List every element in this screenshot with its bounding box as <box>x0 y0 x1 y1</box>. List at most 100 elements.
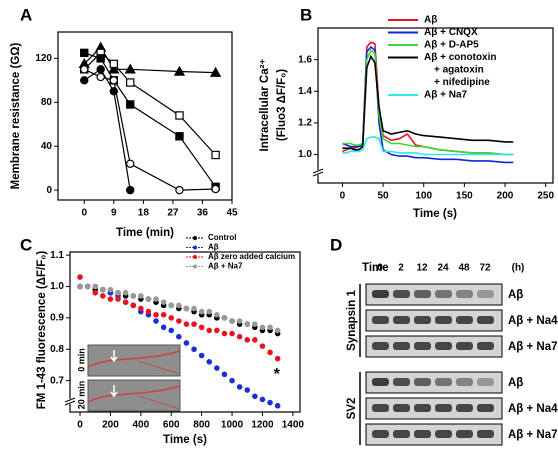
blot-band <box>456 378 473 386</box>
blot-band <box>435 378 452 386</box>
marker <box>160 311 167 318</box>
marker <box>96 65 105 74</box>
blot-band <box>456 342 473 350</box>
legend-marker <box>193 264 197 269</box>
marker <box>259 396 266 403</box>
time-label: Time <box>362 262 389 274</box>
annotation: * <box>274 366 281 383</box>
marker <box>100 286 106 293</box>
series-line <box>342 54 514 151</box>
blot-band <box>456 290 473 298</box>
time-label: 0 <box>377 263 383 274</box>
marker <box>198 352 205 359</box>
marker <box>229 377 235 384</box>
time-label: 2 <box>398 263 404 274</box>
marker <box>244 321 251 327</box>
marker <box>109 76 119 85</box>
y-tick-label: 40 <box>41 141 53 152</box>
marker <box>145 296 152 302</box>
blot-band <box>372 378 389 386</box>
row-label: Aβ + Na4a <box>508 315 558 327</box>
blot-strip <box>365 371 503 394</box>
marker <box>153 311 159 318</box>
axis-break-gap <box>313 170 323 175</box>
marker <box>236 333 243 340</box>
marker <box>122 299 129 305</box>
marker <box>221 330 228 337</box>
legend-marker <box>193 245 197 250</box>
blot-band <box>393 378 410 386</box>
x-tick-label: 200 <box>497 191 514 202</box>
y-tick-label: 0 <box>46 185 52 196</box>
x-tick-label: 1400 <box>282 420 305 431</box>
marker <box>252 321 258 327</box>
y-tick-label: 1.6 <box>298 54 312 65</box>
x-axis-label: Time (s) <box>413 208 457 220</box>
marker <box>153 296 159 302</box>
y-tick-label: 0.8 <box>50 344 64 355</box>
row-label: Aβ <box>508 289 523 301</box>
marker <box>115 296 121 302</box>
marker <box>138 305 144 312</box>
blot-band <box>456 430 473 438</box>
marker <box>214 311 220 318</box>
group-label: SV2 <box>346 398 358 420</box>
marker <box>267 399 273 406</box>
inset-dendrite <box>87 350 181 368</box>
blot-band <box>372 342 389 350</box>
group-label: Synapsin 1 <box>346 290 358 351</box>
y-tick-label: 0.7 <box>50 375 64 386</box>
x-tick-label: 200 <box>102 420 119 431</box>
marker <box>175 185 184 195</box>
marker <box>96 54 105 63</box>
marker <box>80 76 89 85</box>
x-tick-label: 45 <box>226 208 238 219</box>
marker <box>130 293 137 299</box>
marker <box>173 65 186 76</box>
marker <box>274 355 281 362</box>
marker <box>109 87 119 96</box>
marker <box>206 308 213 315</box>
marker <box>77 274 83 280</box>
blot-band <box>435 290 452 298</box>
marker <box>198 324 205 331</box>
marker <box>259 343 266 349</box>
blot-strip <box>365 335 503 358</box>
x-tick-label: 150 <box>456 191 473 202</box>
inset-dendrite <box>87 385 181 403</box>
marker <box>211 184 220 194</box>
y-tick-label: 1.0 <box>50 281 64 292</box>
panel-label: C <box>20 235 32 254</box>
blot-band <box>414 430 431 438</box>
series-line <box>84 68 216 191</box>
marker <box>244 387 251 393</box>
blot-band <box>414 316 431 324</box>
blot-band <box>477 430 494 438</box>
marker <box>80 65 89 74</box>
marker <box>100 293 106 299</box>
y-tick-label: 1.4 <box>298 86 312 97</box>
legend-label: Aβ + conotoxin <box>424 52 497 63</box>
y-tick-label: 120 <box>35 53 52 64</box>
x-tick-label: 36 <box>197 208 209 219</box>
legend-label: + nifedipine <box>434 77 490 88</box>
series-line <box>83 68 131 191</box>
marker <box>191 305 197 312</box>
marker <box>160 324 167 331</box>
y-axis-label: FM 1-43 fluorescence (ΔF/F₀) <box>36 251 48 410</box>
inset-image <box>87 379 181 412</box>
time-label: 12 <box>416 263 428 274</box>
marker <box>198 308 205 315</box>
series-line <box>84 52 217 188</box>
marker <box>122 289 129 296</box>
marker <box>221 315 228 321</box>
marker <box>259 324 266 331</box>
y-tick-label: 1.1 <box>50 250 64 261</box>
marker <box>168 327 175 334</box>
series-line <box>342 136 514 156</box>
y-axis-label: (Fluo3 ΔF/F₀) <box>276 69 288 141</box>
x-tick-label: 50 <box>377 191 389 202</box>
marker <box>274 402 281 409</box>
x-tick-label: 18 <box>138 208 150 219</box>
blot-band <box>393 316 410 324</box>
